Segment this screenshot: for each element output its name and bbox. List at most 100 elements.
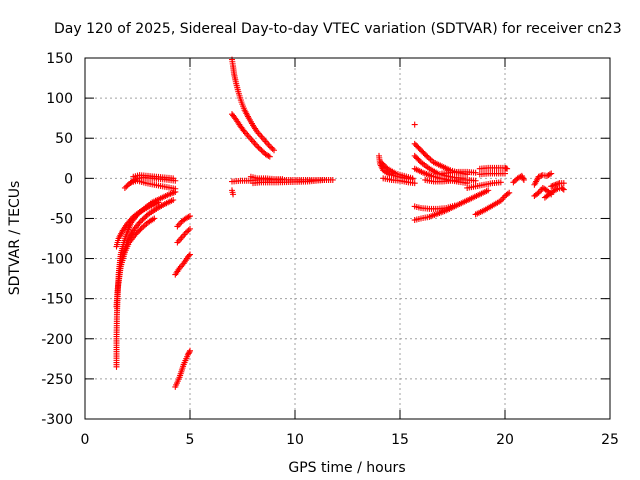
data-series [531, 184, 555, 199]
data-point [268, 144, 275, 151]
data-series [130, 172, 177, 182]
data-series [411, 202, 458, 212]
y-tick-label: -100 [41, 252, 73, 268]
data-point [510, 179, 517, 186]
data-point [472, 177, 479, 184]
data-series [411, 187, 492, 224]
data-series [380, 175, 418, 187]
data-point [548, 170, 555, 177]
data-point [485, 187, 492, 194]
data-series [174, 213, 193, 230]
y-tick-label: 50 [55, 131, 73, 147]
data-point [187, 251, 193, 258]
data-point [129, 215, 136, 222]
data-point [185, 350, 192, 357]
data-series [464, 179, 504, 191]
data-point [170, 196, 177, 203]
data-point [254, 143, 261, 150]
x-tick-label: 25 [601, 432, 619, 448]
data-point [506, 189, 513, 196]
data-point [136, 219, 143, 226]
data-point [139, 216, 146, 223]
data-point [184, 228, 191, 235]
data-point [184, 351, 191, 358]
data-point [502, 170, 508, 177]
data-series [229, 187, 237, 198]
chart-title: Day 120 of 2025, Sidereal Day-to-day VTE… [54, 21, 622, 37]
data-point [151, 215, 158, 222]
data-point [560, 186, 567, 193]
data-points [113, 56, 567, 390]
data-series [472, 189, 513, 218]
data-point [172, 185, 179, 192]
y-tick-label: 0 [64, 171, 73, 187]
data-series [250, 176, 328, 187]
data-point [520, 176, 527, 183]
x-tick-label: 10 [286, 432, 304, 448]
data-point [559, 185, 566, 192]
data-point [553, 186, 560, 193]
y-tick-label: -300 [41, 412, 73, 428]
data-point [329, 176, 336, 183]
x-tick-label: 20 [496, 432, 514, 448]
data-point [257, 145, 263, 152]
data-series [422, 176, 479, 185]
data-point [269, 145, 276, 152]
data-point [138, 218, 144, 225]
y-tick-label: 100 [46, 91, 73, 107]
data-point [142, 214, 149, 221]
data-point [140, 215, 147, 222]
data-point [511, 178, 518, 185]
data-series [411, 140, 471, 178]
data-series [476, 164, 511, 172]
y-tick-label: 150 [46, 51, 73, 67]
data-point [187, 347, 193, 354]
data-point [472, 169, 479, 176]
x-tick-label: 0 [81, 432, 90, 448]
data-series [128, 177, 179, 192]
plot-frame [84, 57, 611, 420]
x-tick-label: 15 [391, 432, 409, 448]
data-point [497, 179, 504, 186]
data-point [187, 225, 193, 232]
data-series [476, 170, 508, 178]
data-point [123, 183, 130, 190]
data-series [531, 170, 555, 188]
data-point [155, 199, 162, 206]
data-point [258, 147, 265, 154]
x-tick-label: 5 [186, 432, 195, 448]
data-point [519, 174, 526, 181]
data-point [544, 187, 550, 194]
data-point [170, 175, 177, 182]
data-point [121, 184, 128, 191]
x-axis-label: GPS time / hours [288, 460, 405, 476]
data-point [255, 144, 262, 151]
y-tick-label: -50 [50, 211, 73, 227]
data-point [187, 213, 193, 220]
data-series [548, 180, 567, 190]
data-point [504, 190, 511, 197]
data-point [137, 226, 144, 233]
data-point [518, 172, 525, 179]
data-series [174, 225, 193, 246]
data-point [520, 175, 527, 182]
data-point [266, 153, 273, 160]
y-tick-label: -150 [41, 292, 73, 308]
data-point [185, 252, 192, 259]
data-point [186, 349, 193, 356]
data-series [115, 215, 158, 286]
data-series [172, 251, 193, 278]
data-point [185, 213, 192, 220]
data-series [439, 168, 479, 177]
data-point [229, 187, 235, 194]
data-series [378, 159, 416, 182]
y-tick-label: -200 [41, 332, 73, 348]
data-point [423, 152, 430, 159]
data-point [504, 165, 511, 172]
data-point [411, 180, 418, 187]
data-point [259, 148, 266, 155]
data-point [232, 115, 239, 122]
data-point [265, 152, 272, 159]
data-series [510, 172, 527, 186]
